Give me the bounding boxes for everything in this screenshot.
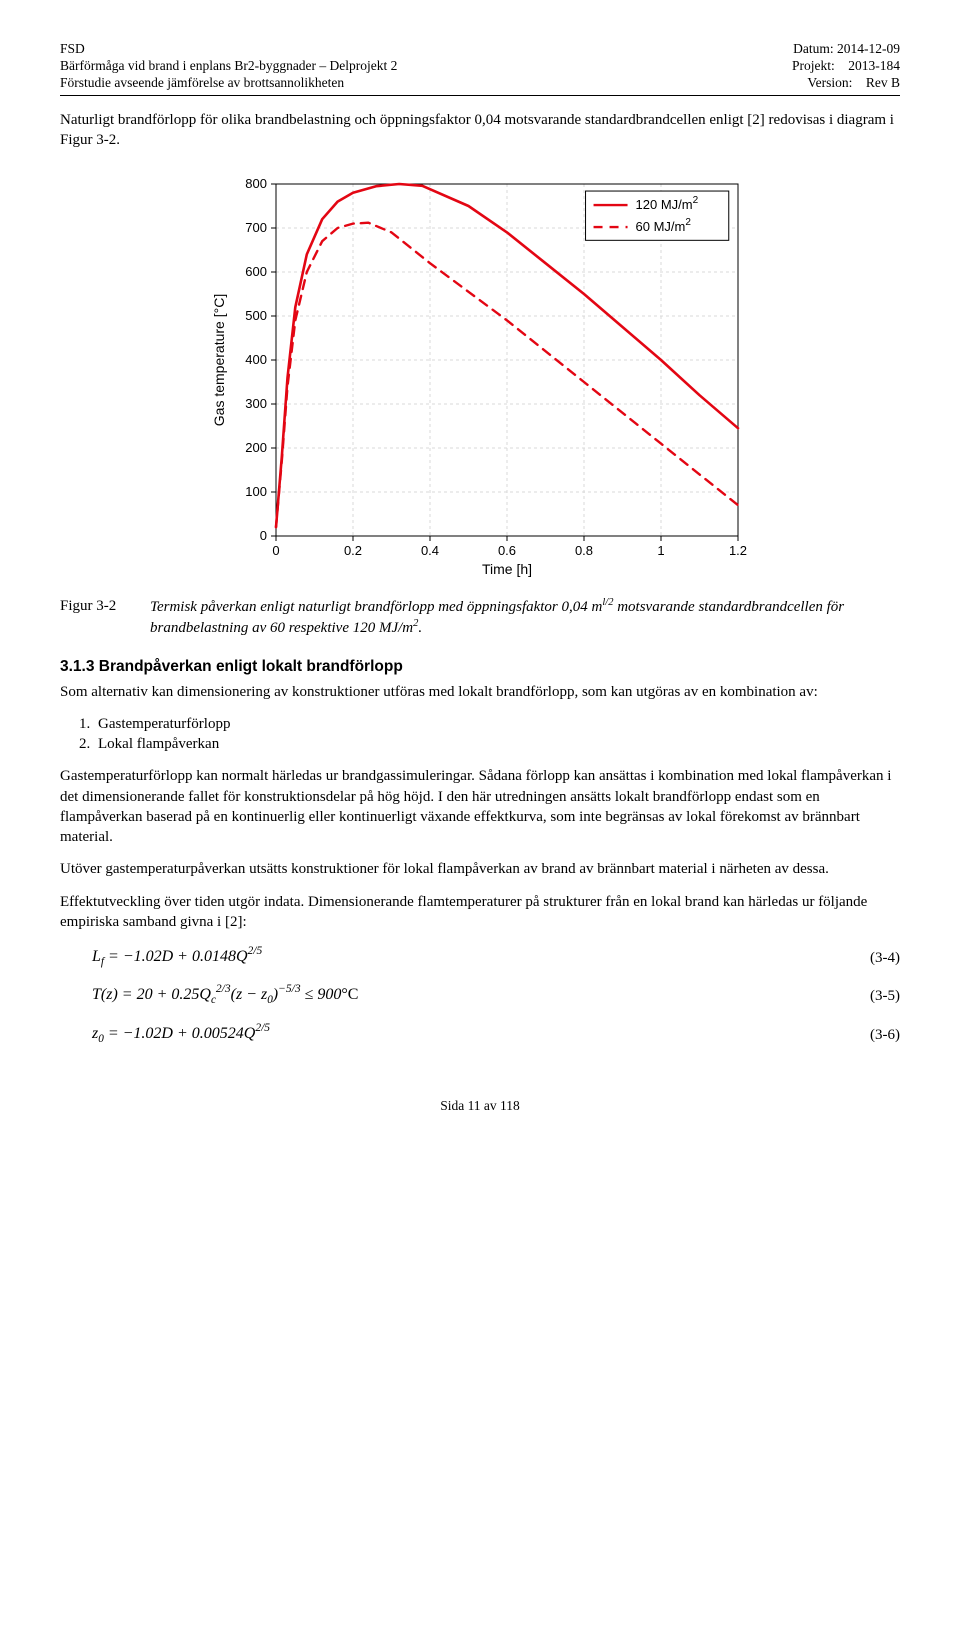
section-p4: Effektutveckling över tiden utgör indata… bbox=[60, 892, 900, 933]
svg-text:600: 600 bbox=[245, 264, 267, 279]
equation-body: T(z) = 20 + 0.25Qc2/3(z − z0)−5/3 ≤ 900°… bbox=[92, 984, 358, 1008]
svg-text:100: 100 bbox=[245, 484, 267, 499]
svg-text:120 MJ/m2: 120 MJ/m2 bbox=[636, 195, 699, 212]
page-header: FSD Datum: 2014-12-09 Bärförmåga vid bra… bbox=[60, 40, 900, 96]
svg-text:1: 1 bbox=[657, 543, 664, 558]
chart-svg: 0 0.2 0.4 0.6 0.8 1 1.2 0 100 200 300 400 500 600 700 8… bbox=[200, 168, 760, 586]
caption-label: Figur 3-2 bbox=[60, 596, 150, 639]
svg-text:500: 500 bbox=[245, 308, 267, 323]
header-right-3: Version: Rev B bbox=[807, 74, 900, 92]
list-item: Lokal flampåverkan bbox=[94, 734, 900, 754]
equation-number: (3-6) bbox=[870, 1025, 900, 1045]
section-p2: Gastemperaturförlopp kan normalt härleda… bbox=[60, 766, 900, 847]
header-left-1: FSD bbox=[60, 40, 85, 58]
equation-3-5: T(z) = 20 + 0.25Qc2/3(z − z0)−5/3 ≤ 900°… bbox=[92, 984, 900, 1008]
header-right-2: Projekt: 2013-184 bbox=[792, 57, 900, 75]
svg-text:0.4: 0.4 bbox=[421, 543, 439, 558]
figure-caption: Figur 3-2 Termisk påverkan enligt naturl… bbox=[60, 596, 900, 639]
svg-text:Time [h]: Time [h] bbox=[482, 561, 532, 577]
equation-number: (3-4) bbox=[870, 948, 900, 968]
section-p3: Utöver gastemperaturpåverkan utsätts kon… bbox=[60, 859, 900, 879]
intro-paragraph: Naturligt brandförlopp för olika brandbe… bbox=[60, 110, 900, 151]
equation-3-4: Lf = −1.02D + 0.0148Q2/5 (3-4) bbox=[92, 946, 900, 970]
list-item: Gastemperaturförlopp bbox=[94, 714, 900, 734]
svg-text:400: 400 bbox=[245, 352, 267, 367]
svg-text:300: 300 bbox=[245, 396, 267, 411]
caption-text: Termisk påverkan enligt naturligt brandf… bbox=[150, 596, 900, 639]
svg-text:0.8: 0.8 bbox=[575, 543, 593, 558]
header-right-1: Datum: 2014-12-09 bbox=[793, 40, 900, 58]
header-left-3: Förstudie avseende jämförelse av brottsa… bbox=[60, 74, 344, 92]
svg-text:0.2: 0.2 bbox=[344, 543, 362, 558]
section-list: Gastemperaturförlopp Lokal flampåverkan bbox=[94, 714, 900, 755]
header-left-2: Bärförmåga vid brand i enplans Br2-byggn… bbox=[60, 57, 397, 75]
svg-text:60 MJ/m2: 60 MJ/m2 bbox=[636, 217, 692, 234]
equation-number: (3-5) bbox=[870, 986, 900, 1006]
gas-temperature-chart: 0 0.2 0.4 0.6 0.8 1 1.2 0 100 200 300 400 500 600 700 8… bbox=[200, 168, 760, 586]
svg-text:1.2: 1.2 bbox=[729, 543, 747, 558]
page-footer: Sida 11 av 118 bbox=[60, 1097, 900, 1115]
svg-text:800: 800 bbox=[245, 176, 267, 191]
section-p1: Som alternativ kan dimensionering av kon… bbox=[60, 682, 900, 702]
header-rule bbox=[60, 95, 900, 96]
svg-text:200: 200 bbox=[245, 440, 267, 455]
svg-text:0.6: 0.6 bbox=[498, 543, 516, 558]
svg-text:0: 0 bbox=[260, 528, 267, 543]
equation-3-6: z0 = −1.02D + 0.00524Q2/5 (3-6) bbox=[92, 1023, 900, 1047]
equation-body: Lf = −1.02D + 0.0148Q2/5 bbox=[92, 946, 262, 970]
svg-text:700: 700 bbox=[245, 220, 267, 235]
equation-body: z0 = −1.02D + 0.00524Q2/5 bbox=[92, 1023, 270, 1047]
section-heading: 3.1.3 Brandpåverkan enligt lokalt brandf… bbox=[60, 657, 900, 678]
svg-text:0: 0 bbox=[272, 543, 279, 558]
svg-text:Gas temperature [°C]: Gas temperature [°C] bbox=[211, 294, 227, 426]
